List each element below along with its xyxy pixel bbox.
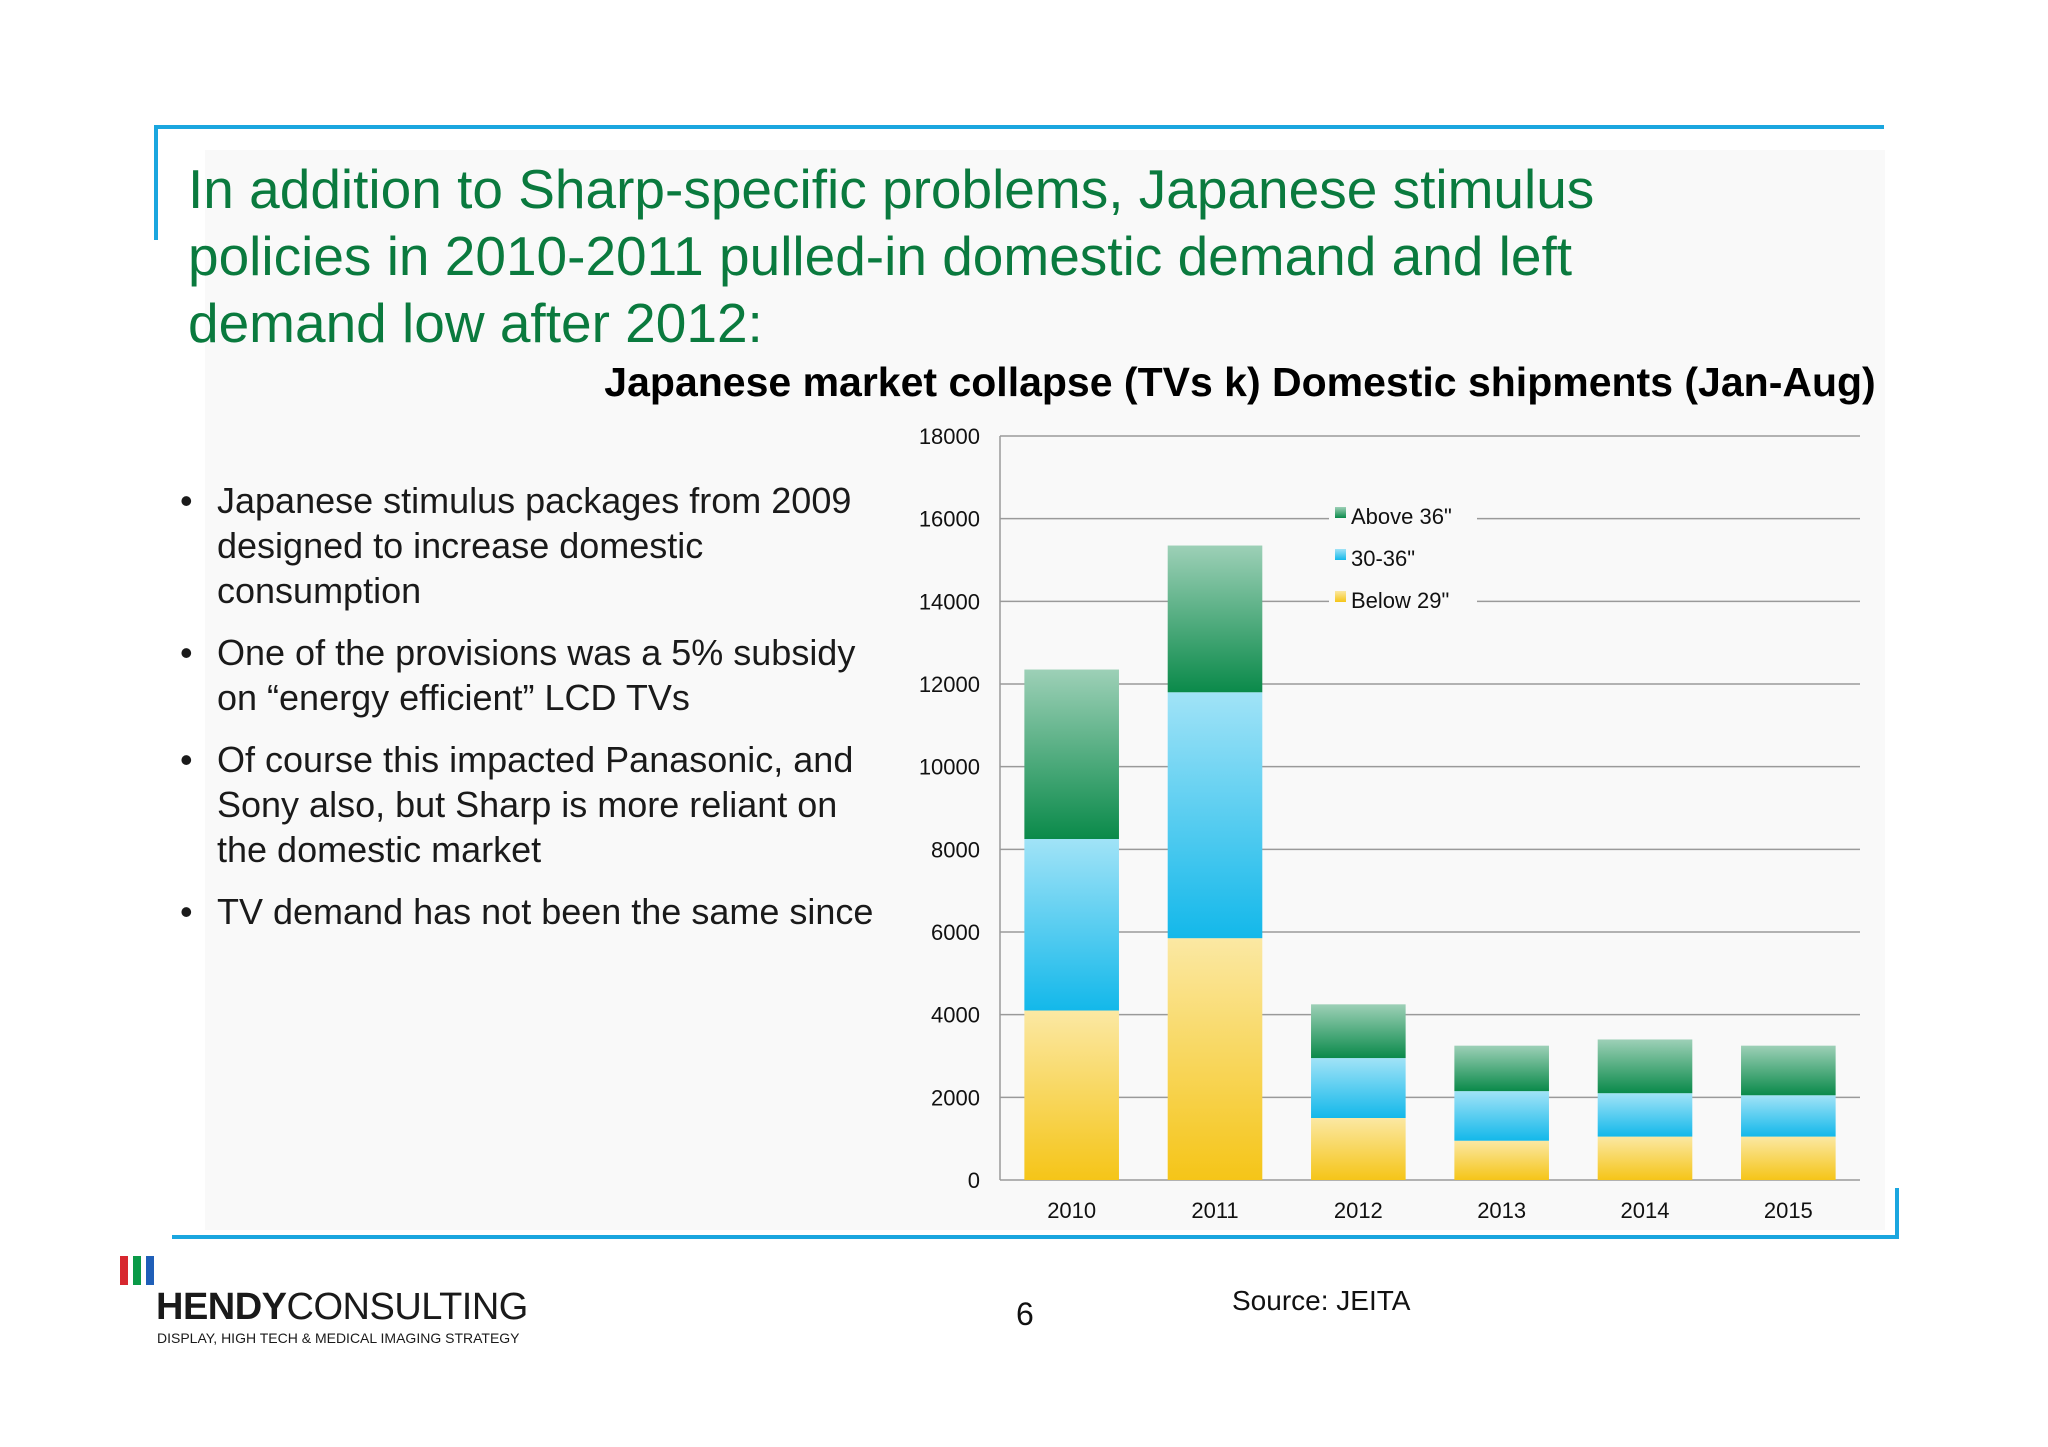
logo-name-bold: HENDY	[156, 1286, 287, 1328]
chart-axes: 0 2000 4000 6000 8000 10000 12000 14000 16000 180…	[919, 424, 1813, 1223]
bar-segment	[1741, 1045, 1836, 1096]
logo-bar-red	[120, 1256, 128, 1285]
slide-headline: In addition to Sharp-specific problems, …	[188, 158, 1595, 354]
bar-segment	[1454, 1091, 1549, 1141]
source-note: Source: JEITA	[1232, 1285, 1411, 1316]
logo-name-light: CONSULTING	[286, 1286, 529, 1328]
legend-backdrop	[1329, 584, 1477, 614]
logo-bar-blue	[146, 1256, 154, 1285]
legend-label: Above 36"	[1351, 504, 1452, 529]
y-tick-label: 0	[968, 1168, 980, 1193]
bullet-text: Of course this impacted Panasonic, and S…	[217, 739, 854, 870]
bar-segment	[1311, 1004, 1406, 1059]
bar-segment	[1454, 1045, 1549, 1092]
bullet-item: • TV demand has not been the same since	[180, 889, 880, 934]
bar-segment	[1024, 839, 1119, 1011]
legend-swatch	[1335, 549, 1346, 560]
x-tick-label: 2011	[1191, 1198, 1238, 1223]
bar-segment	[1167, 692, 1263, 939]
y-tick-label: 18000	[919, 424, 980, 449]
y-tick-label: 14000	[919, 589, 980, 614]
bar-segment	[1167, 938, 1263, 1180]
x-tick-label: 2012	[1334, 1198, 1383, 1223]
y-tick-label: 4000	[931, 1003, 980, 1028]
bullet-item: • Of course this impacted Panasonic, and …	[180, 737, 880, 872]
bar-segment	[1597, 1136, 1693, 1180]
bar-segment	[1741, 1136, 1836, 1180]
legend-backdrop	[1329, 500, 1477, 530]
chart-bars	[1024, 545, 1836, 1180]
x-tick-label: 2010	[1047, 1198, 1096, 1223]
x-tick-label: 2014	[1621, 1198, 1670, 1223]
y-tick-label: 16000	[919, 507, 980, 532]
bar-segment	[1024, 1010, 1119, 1180]
frame-left-rule	[154, 125, 158, 240]
bullet-item: • One of the provisions was a 5% subsidy …	[180, 630, 880, 720]
legend-swatch	[1335, 507, 1346, 518]
frame-bottom-rule	[172, 1235, 1898, 1239]
legend-label: Below 29"	[1351, 588, 1449, 613]
logo-bar-green	[133, 1256, 141, 1285]
bullet-list: • Japanese stimulus packages from 2009 de…	[180, 478, 880, 951]
bullet-text: TV demand has not been the same since	[217, 891, 874, 932]
x-tick-label: 2015	[1764, 1198, 1813, 1223]
y-tick-label: 12000	[919, 672, 980, 697]
x-tick-label: 2013	[1477, 1198, 1526, 1223]
bar-segment	[1597, 1093, 1693, 1137]
bullet-marker: •	[180, 632, 193, 673]
legend-backdrop	[1329, 542, 1477, 572]
y-tick-label: 10000	[919, 755, 980, 780]
bullet-marker: •	[180, 891, 193, 932]
frame-top-rule	[154, 125, 1884, 129]
legend-label: 30-36"	[1351, 546, 1415, 571]
bullet-marker: •	[180, 480, 193, 521]
bar-segment	[1741, 1095, 1836, 1137]
y-tick-label: 2000	[931, 1085, 980, 1110]
bar-segment	[1311, 1118, 1406, 1180]
logo-tagline: DISPLAY, HIGH TECH & MEDICAL IMAGING STR…	[157, 1330, 520, 1346]
logo-wordmark: HENDYCONSULTING	[156, 1286, 528, 1329]
bar-segment	[1024, 669, 1119, 839]
frame-right-rule	[1895, 1188, 1899, 1239]
legend-swatch	[1335, 591, 1346, 602]
bullet-text: Japanese stimulus packages from 2009 des…	[217, 480, 852, 611]
chart-title: Japanese market collapse (TVs k) Domesti…	[604, 359, 1875, 405]
bar-segment	[1597, 1039, 1693, 1094]
bar-segment	[1311, 1058, 1406, 1118]
bullet-item: • Japanese stimulus packages from 2009 de…	[180, 478, 880, 613]
bar-segment	[1454, 1140, 1549, 1180]
y-tick-label: 6000	[931, 920, 980, 945]
page-number: 6	[1016, 1296, 1034, 1332]
bullet-text: One of the provisions was a 5% subsidy o…	[217, 632, 856, 718]
chart-legend: Above 36" 30-36" Below 29"	[1329, 500, 1477, 614]
y-tick-label: 8000	[931, 837, 980, 862]
bar-segment	[1167, 545, 1263, 693]
bullet-marker: •	[180, 739, 193, 780]
logo-mark	[120, 1256, 159, 1290]
